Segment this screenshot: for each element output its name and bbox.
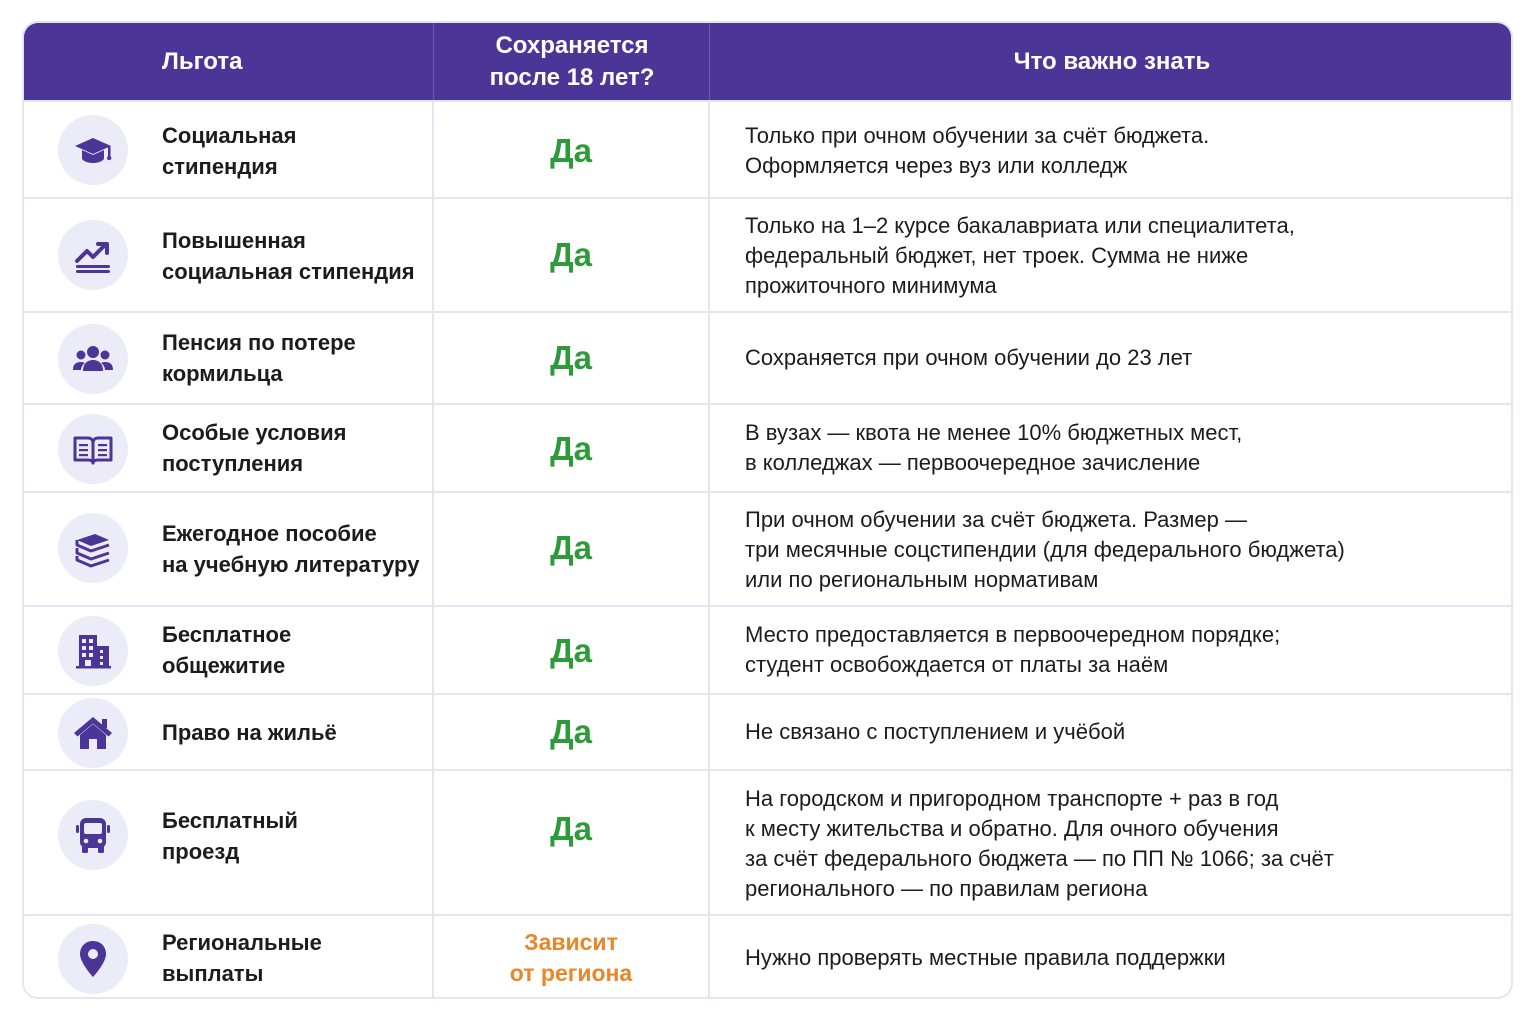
benefit-note: Сохраняется при очном обучении до 23 лет: [745, 345, 1193, 370]
benefit-name: Особые условия поступления: [162, 417, 432, 479]
graduation-cap-icon: [58, 115, 128, 185]
benefit-name-text: Повышенная социальная стипендия: [162, 228, 415, 284]
benefit-name-text: Бесплатный проезд: [162, 808, 298, 864]
table-row: Особые условия поступления Да В вузах — …: [24, 403, 1511, 491]
status-yes: Да: [550, 236, 592, 273]
benefit-name: Социальная стипендия: [162, 120, 432, 182]
header-benefit: Льгота: [162, 47, 243, 75]
column-divider: [708, 100, 710, 997]
benefit-name-text: Региональные выплаты: [162, 930, 322, 986]
table-row: Региональные выплаты Зависит от региона …: [24, 914, 1511, 997]
book-stack-icon: [58, 513, 128, 583]
status-depends-on-region: Зависит от региона: [509, 929, 633, 986]
header-what-to-know: Что важно знать: [709, 23, 1511, 100]
people-group-icon: [58, 324, 128, 394]
benefit-note: Только на 1–2 курсе бакалавриата или спе…: [745, 213, 1295, 298]
status-yes: Да: [550, 810, 592, 847]
benefit-name: Ежегодное пособие на учебную литературу: [162, 518, 432, 580]
status-yes: Да: [550, 132, 592, 169]
benefit-name: Бесплатное общежитие: [162, 619, 432, 681]
status-yes: Да: [550, 339, 592, 376]
benefit-note: Место предоставляется в первоочередном п…: [745, 622, 1281, 677]
benefits-table: Льгота Сохраняется после 18 лет? Что важ…: [22, 21, 1513, 999]
open-book-icon: [58, 414, 128, 484]
benefit-name-text: Ежегодное пособие на учебную литературу: [162, 521, 420, 577]
bus-icon: [58, 800, 128, 870]
benefit-note: На городском и пригородном транспорте + …: [745, 786, 1334, 901]
benefit-name-text: Право на жильё: [162, 719, 337, 745]
table-row: Право на жильё Да Не связано с поступлен…: [24, 693, 1511, 769]
table-row: Повышенная социальная стипендия Да Тольк…: [24, 197, 1511, 311]
column-divider: [432, 100, 434, 997]
table-row: Бесплатный проезд Да На городском и приг…: [24, 769, 1511, 914]
map-pin-icon: [58, 924, 128, 994]
benefit-note: При очном обучении за счёт бюджета. Разм…: [745, 507, 1345, 592]
benefit-name: Бесплатный проезд: [162, 805, 432, 867]
benefit-note: Только при очном обучении за счёт бюджет…: [745, 123, 1210, 178]
benefit-name-text: Бесплатное общежитие: [162, 622, 292, 678]
table-row: Социальная стипендия Да Только при очном…: [24, 100, 1511, 197]
table-row: Ежегодное пособие на учебную литературу …: [24, 491, 1511, 605]
header-retained-label: Сохраняется после 18 лет?: [489, 31, 655, 91]
table-row: Пенсия по потере кормильца Да Сохраняетс…: [24, 311, 1511, 403]
benefit-name: Пенсия по потере кормильца: [162, 327, 432, 389]
benefit-note: Нужно проверять местные правила поддержк…: [745, 945, 1226, 970]
status-yes: Да: [550, 430, 592, 467]
table-row: Бесплатное общежитие Да Место предоставл…: [24, 605, 1511, 693]
benefit-name-text: Социальная стипендия: [162, 123, 297, 179]
benefit-name: Право на жильё: [162, 701, 432, 763]
benefit-name-text: Пенсия по потере кормильца: [162, 330, 356, 386]
status-yes: Да: [550, 632, 592, 669]
house-icon: [58, 698, 128, 768]
building-icon: [58, 616, 128, 686]
benefit-name: Повышенная социальная стипендия: [162, 225, 432, 287]
status-yes: Да: [550, 713, 592, 750]
status-yes: Да: [550, 529, 592, 566]
benefit-note: В вузах — квота не менее 10% бюджетных м…: [745, 420, 1243, 475]
benefit-name: Региональные выплаты: [162, 927, 432, 989]
benefit-name-text: Особые условия поступления: [162, 420, 347, 476]
trending-up-chart-icon: [58, 220, 128, 290]
header-retained-after-18: Сохраняется после 18 лет?: [433, 23, 710, 100]
table-header: Льгота Сохраняется после 18 лет? Что важ…: [24, 23, 1511, 100]
benefit-note: Не связано с поступлением и учёбой: [745, 719, 1126, 744]
